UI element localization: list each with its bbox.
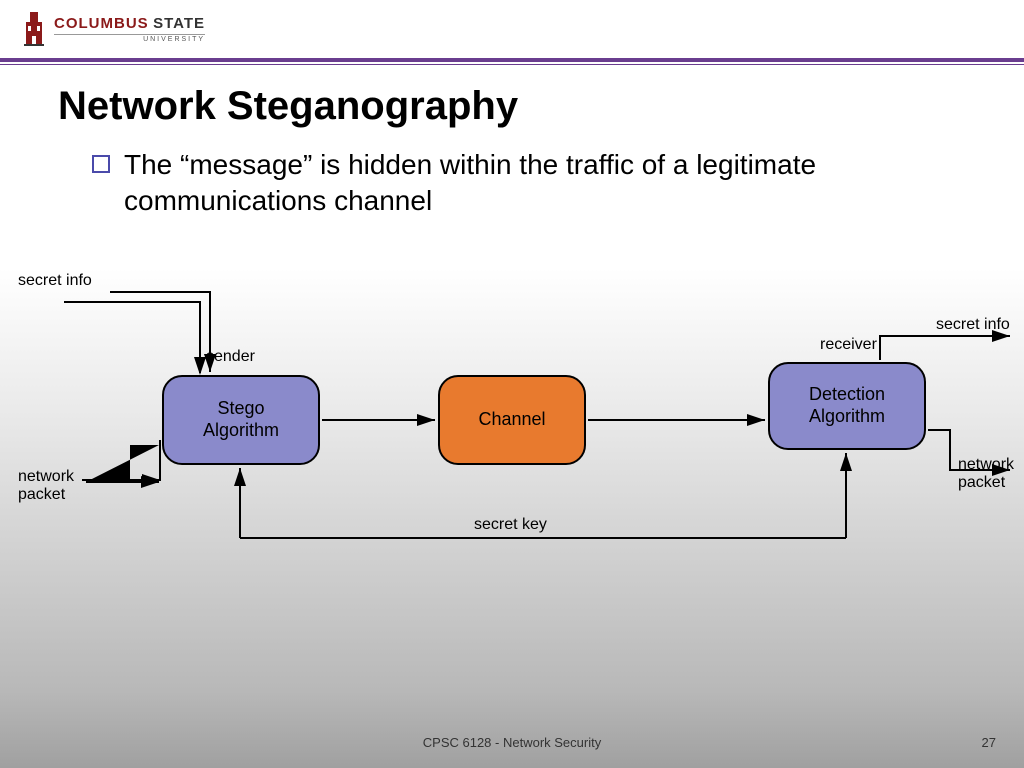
slide-title: Network Steganography [58, 84, 1024, 129]
diagram-arrows-main [0, 280, 1024, 580]
logo-text: COLUMBUS STATE UNIVERSITY [54, 15, 205, 43]
footer-course: CPSC 6128 - Network Security [0, 735, 1024, 750]
logo-main: COLUMBUS [54, 15, 149, 32]
slide-header: COLUMBUS STATE UNIVERSITY [0, 0, 1024, 62]
bullet-text: The “message” is hidden within the traff… [124, 147, 964, 219]
header-underline [0, 64, 1024, 65]
tower-icon [20, 10, 48, 48]
bullet-item: The “message” is hidden within the traff… [92, 147, 964, 219]
university-logo: COLUMBUS STATE UNIVERSITY [20, 10, 1004, 48]
logo-subtitle: UNIVERSITY [54, 34, 205, 43]
logo-state: STATE [153, 15, 205, 32]
bullet-box-icon [92, 155, 110, 173]
page-number: 27 [982, 735, 996, 750]
flow-diagram: Stego Algorithm Channel Detection Algori… [0, 280, 1024, 580]
